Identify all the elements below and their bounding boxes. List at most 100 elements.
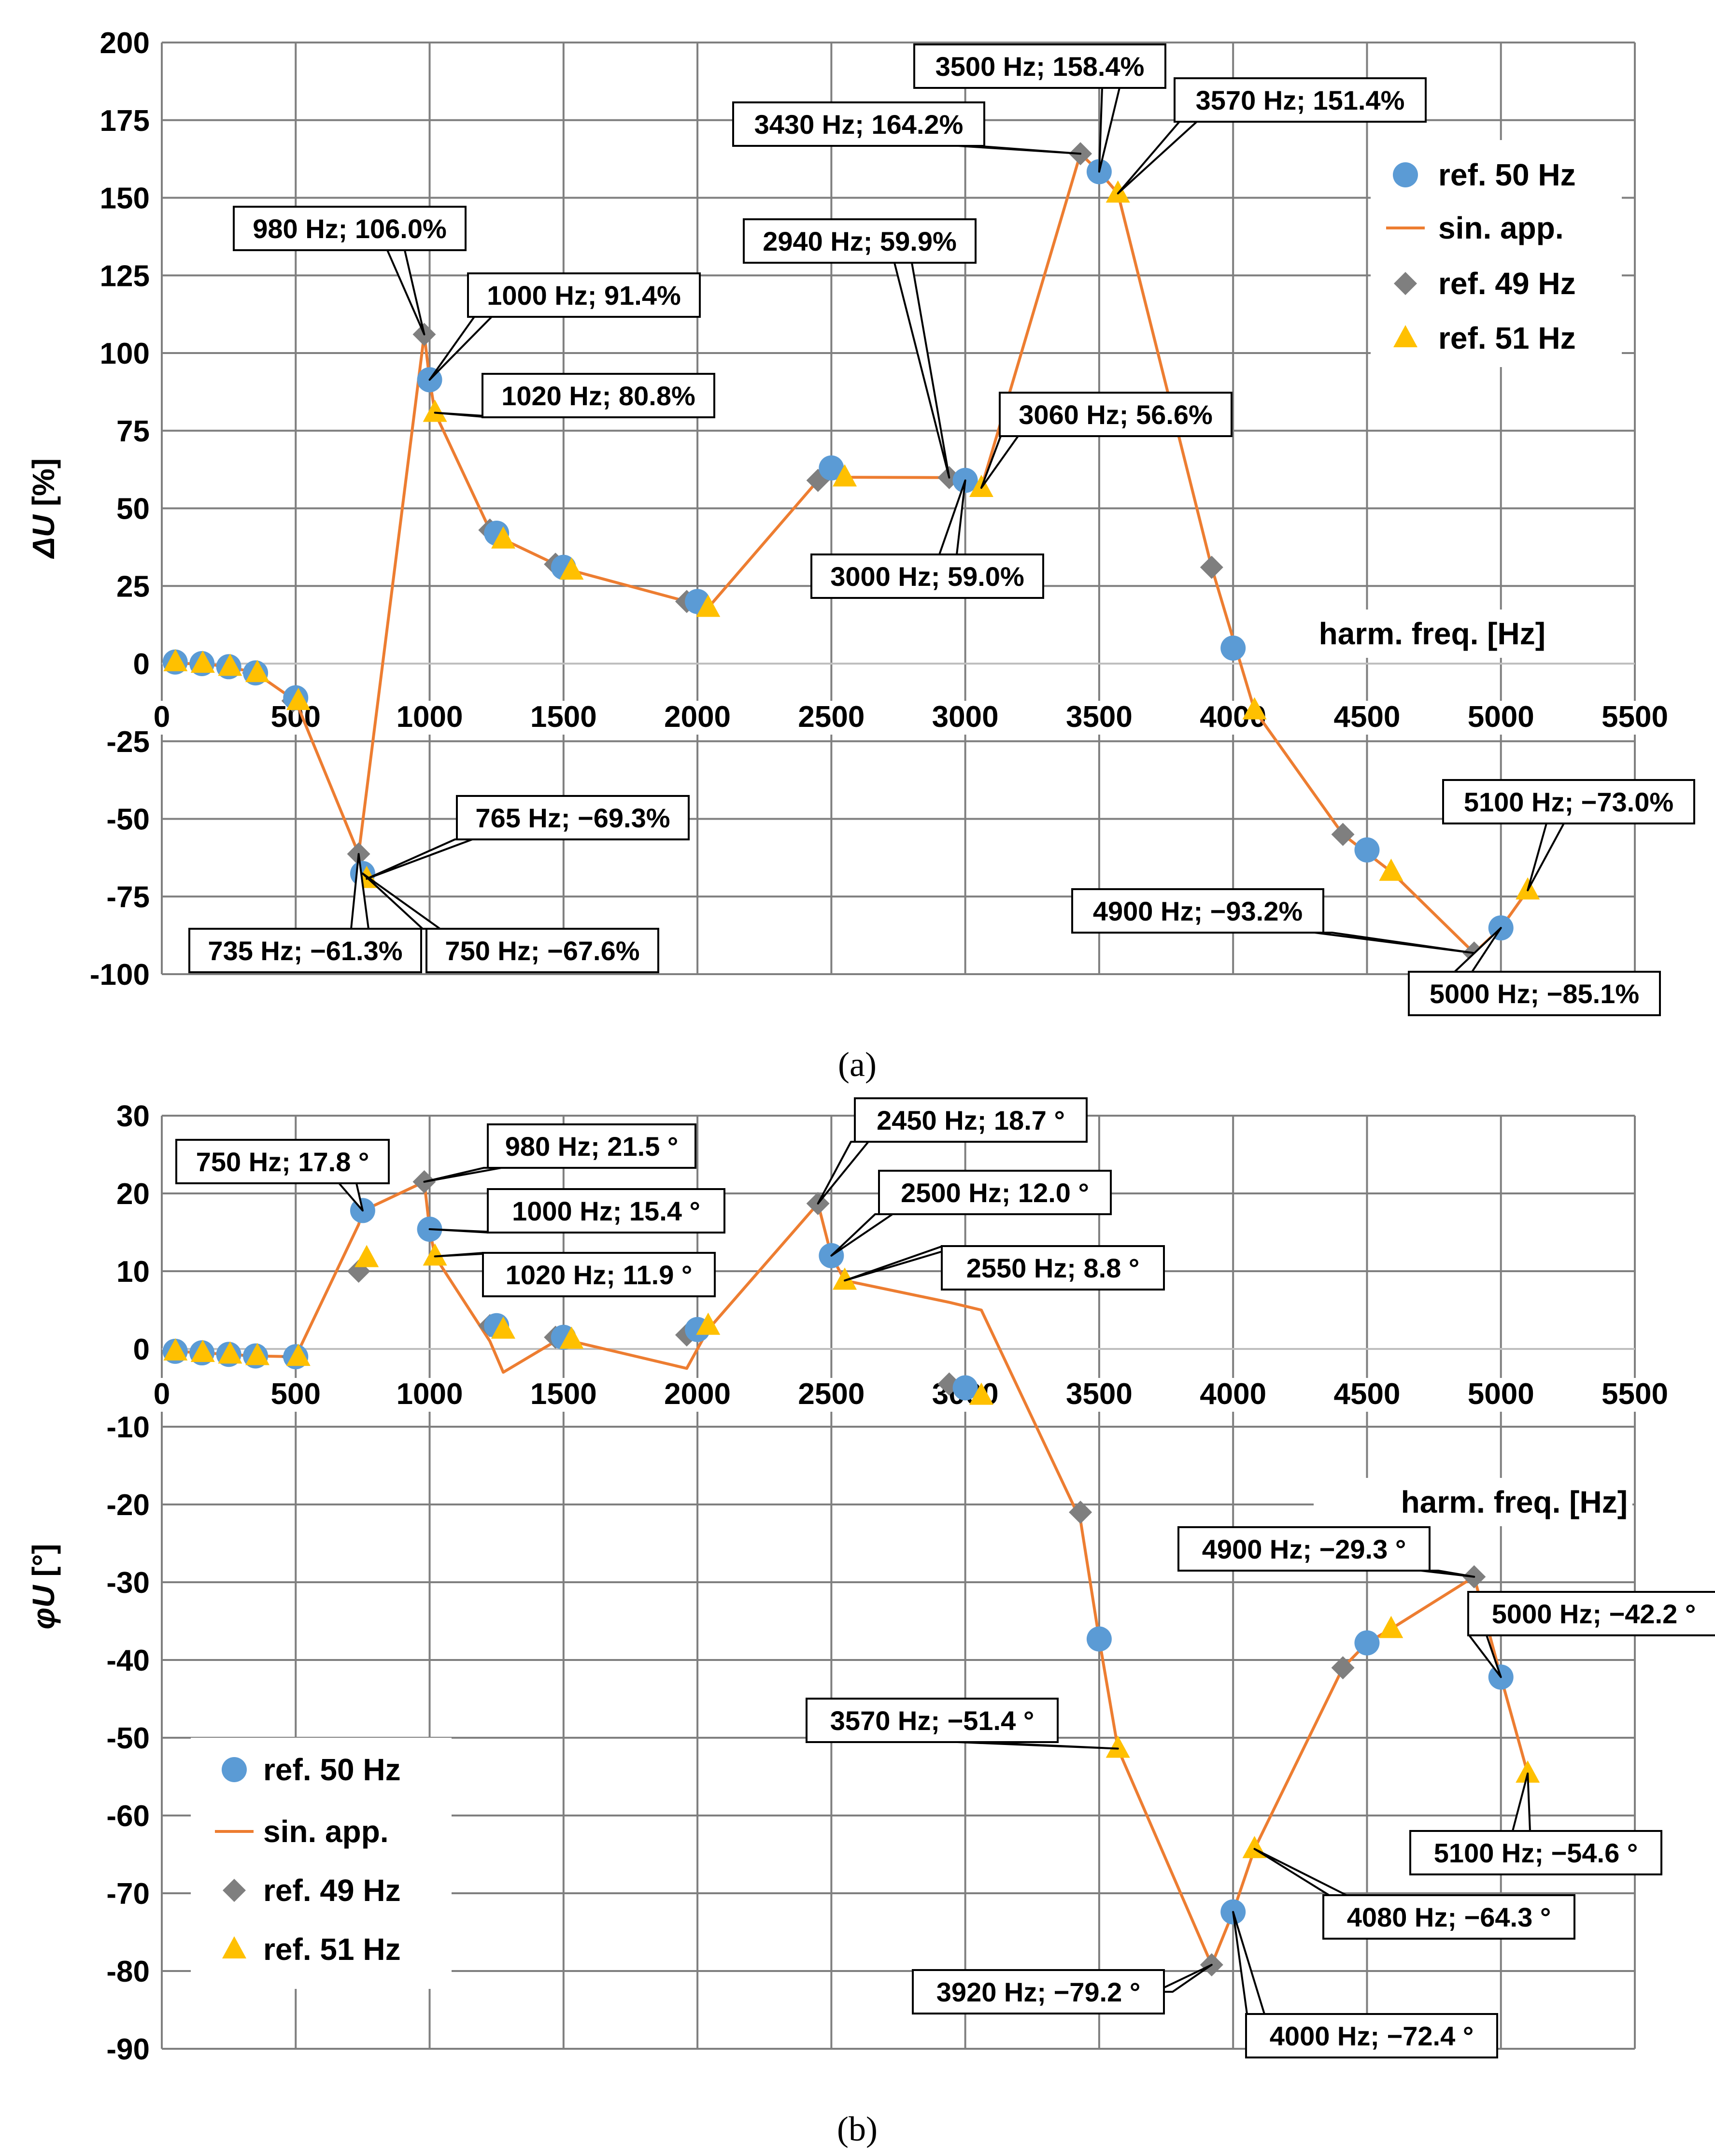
x-tick-label: 2000	[664, 1377, 731, 1411]
x-tick-label-bg	[659, 701, 736, 735]
ref-51-point	[696, 595, 721, 617]
legend-ref-51-marker	[222, 1936, 246, 1958]
callout-label: 3500 Hz; 158.4%	[935, 51, 1145, 82]
x-axis-title: harm. freq. [Hz]	[1319, 616, 1545, 651]
callout-label: 5000 Hz; −42.2 °	[1492, 1599, 1696, 1629]
callout-label: 1000 Hz; 91.4%	[487, 280, 681, 311]
annotations: 2450 Hz; 18.7 ° 750 Hz; 17.8 ° 980 Hz; 21.…	[175, 1097, 1715, 2058]
annotations: 3500 Hz; 158.4% 3430 Hz; 164.2% 3570 Hz; 1…	[188, 43, 1695, 1016]
x-tick-label-bg	[150, 1378, 174, 1412]
callout-label: 750 Hz; −67.6%	[445, 936, 639, 966]
callout-box	[1174, 77, 1427, 123]
callout: 1020 Hz; 11.9 °	[434, 1252, 716, 1297]
x-tick-label: 5000	[1468, 700, 1534, 734]
y-tick-label: -70	[106, 1877, 150, 1911]
x-tick-labels: 0500100015002000250030003500400045005000…	[150, 1377, 1673, 1412]
x-tick-label: 2500	[798, 700, 865, 734]
x-tick-label: 4500	[1333, 1377, 1400, 1411]
callout: 2500 Hz; 12.0 °	[830, 1170, 1112, 1257]
callout: 3430 Hz; 164.2%	[732, 101, 1082, 155]
y-tick-label: -75	[106, 880, 150, 914]
callout-box	[1442, 779, 1695, 824]
y-tick-label: 20	[116, 1177, 150, 1211]
ref-49-point	[1331, 823, 1355, 846]
ref-51-point	[218, 1341, 242, 1364]
x-tick-label-bg	[1195, 1378, 1272, 1412]
ref-50-point	[1220, 635, 1246, 661]
callout-box	[743, 218, 977, 264]
callout-label: 2940 Hz; 59.9%	[763, 226, 957, 256]
callout: 735 Hz; −61.3%	[188, 853, 422, 973]
ref-50-point	[1354, 1630, 1380, 1656]
callout: 750 Hz; −67.6%	[361, 872, 659, 973]
x-tick-label-bg	[150, 701, 174, 735]
x-tick-label: 4500	[1333, 700, 1400, 734]
callout: 3570 Hz; 151.4%	[1117, 77, 1427, 195]
y-tick-label: -40	[106, 1644, 150, 1677]
callout-box	[467, 272, 701, 318]
legend-entry: ref. 50 Hz	[263, 1752, 401, 1787]
callout: 4900 Hz; −29.3 °	[1177, 1526, 1475, 1578]
legend-entry: ref. 51 Hz	[263, 1932, 401, 1967]
callout-box	[806, 1698, 1059, 1743]
x-tick-label-bg	[1061, 1378, 1137, 1412]
callout-label: 2450 Hz; 18.7 °	[877, 1105, 1065, 1135]
callout-box	[1409, 1830, 1662, 1875]
callout: 3060 Hz; 56.6%	[980, 392, 1233, 489]
x-tick-label: 5500	[1602, 700, 1668, 734]
x-tick-label-bg	[1597, 1378, 1673, 1412]
y-tick-label: -20	[106, 1489, 150, 1522]
ref-51-point	[833, 464, 857, 487]
legend-entry: ref. 50 Hz	[1438, 157, 1576, 192]
y-tick-label: -30	[106, 1566, 150, 1600]
callout-label: 980 Hz; 106.0%	[253, 213, 447, 244]
x-tick-label-bg	[525, 1378, 602, 1412]
callout-pointer	[1527, 823, 1565, 892]
x-tick-label-bg	[1462, 1378, 1539, 1412]
figure-caption: (a)	[838, 1045, 877, 1084]
y-tick-label: -50	[106, 1722, 150, 1755]
callout-label: 5000 Hz; −85.1%	[1430, 979, 1639, 1009]
x-tick-label-bg	[525, 701, 602, 735]
callout: 3500 Hz; 158.4%	[913, 43, 1166, 173]
callout: 5100 Hz; −54.6 °	[1409, 1773, 1662, 1875]
callout-pointer	[366, 838, 473, 880]
legend-entry: ref. 49 Hz	[263, 1873, 401, 1908]
callout-pointer	[830, 1213, 893, 1257]
x-tick-label-bg	[793, 1378, 870, 1412]
y-tick-label: 30	[116, 1100, 150, 1133]
ref-51-point	[833, 1267, 857, 1290]
callout-label: 5100 Hz; −73.0%	[1464, 787, 1673, 817]
y-tick-labels: -100 -75 -50 -25 0 25 50 75 100 125 150 175 200	[90, 27, 150, 992]
x-tick-label: 5500	[1602, 1377, 1668, 1411]
x-axis-title: harm. freq. [Hz]	[1401, 1485, 1628, 1519]
callout-box	[188, 928, 422, 973]
callout-pointer	[1098, 87, 1120, 173]
legend-ref-49-marker	[1394, 272, 1417, 295]
callout-label: 4900 Hz; −29.3 °	[1202, 1534, 1406, 1564]
callout-pointer	[1232, 1911, 1265, 2015]
ref-51-point	[190, 651, 215, 673]
y-tick-label: 150	[100, 182, 150, 215]
ref-51-point	[491, 526, 516, 549]
callout: 4000 Hz; −72.4 °	[1232, 1911, 1498, 2058]
y-tick-label: 0	[133, 1333, 150, 1366]
ref-51-point	[1379, 1616, 1403, 1638]
y-tick-label: 100	[100, 337, 150, 370]
figure-caption: (b)	[837, 2110, 878, 2148]
callout: 2940 Hz; 59.9%	[743, 218, 977, 479]
x-tick-label: 4000	[1200, 1377, 1266, 1411]
callout-pointer	[361, 872, 441, 930]
callout-box	[941, 1245, 1165, 1291]
ref-51-point	[190, 1340, 215, 1362]
legend-entry: ref. 51 Hz	[1438, 321, 1576, 355]
callout: 5000 Hz; −85.1%	[1408, 927, 1661, 1016]
y-tick-label: 10	[116, 1255, 150, 1289]
ref-50-point	[1086, 1626, 1112, 1652]
callout-label: 1020 Hz; 11.9 °	[506, 1260, 693, 1290]
callout: 5000 Hz; −42.2 °	[1467, 1591, 1715, 1678]
ref-51-point	[1106, 180, 1130, 203]
callout: 1000 Hz; 15.4 °	[428, 1188, 725, 1234]
callout-label: 2550 Hz; 8.8 °	[966, 1253, 1140, 1283]
x-tick-label: 5000	[1468, 1377, 1534, 1411]
